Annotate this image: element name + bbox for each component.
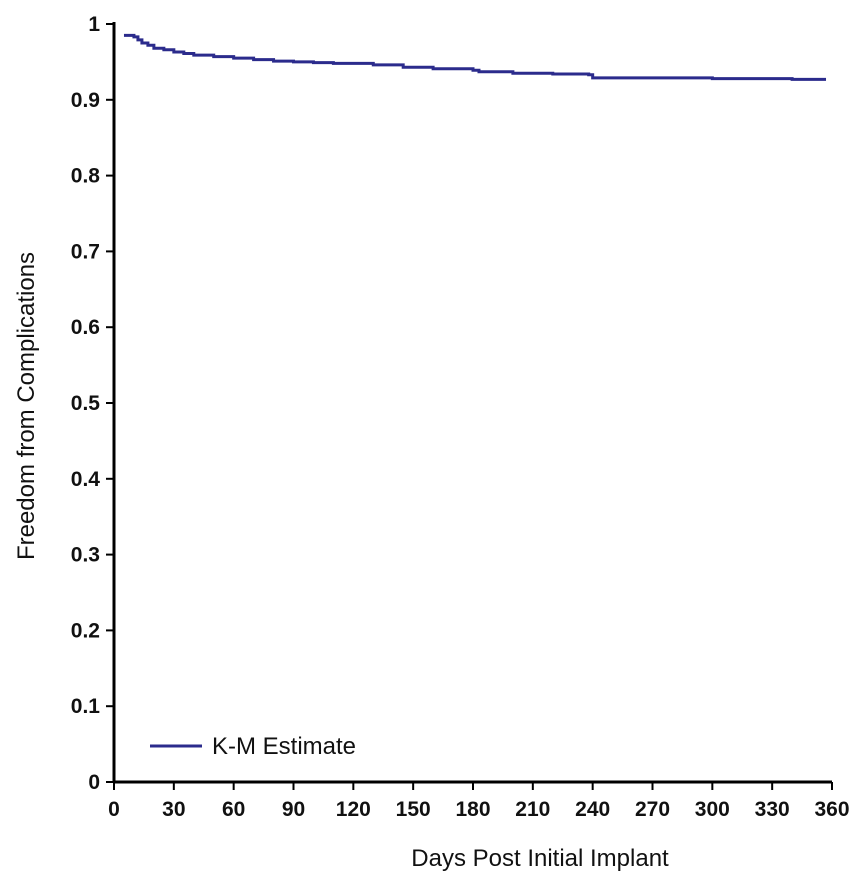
y-axis-ticks: 0 0.1 0.2 0.3 0.4 0.5 0.6 0.7 0.8 0.9 1 [71, 13, 114, 794]
series-line-km-estimate [123, 33, 827, 81]
x-axis-ticks: 0 30 60 90 120 150 180 210 240 270 300 330 360 [108, 782, 850, 821]
x-tick-label: 360 [814, 798, 849, 821]
y-tick-label: 1 [88, 13, 100, 36]
y-tick-label: 0.8 [71, 165, 101, 188]
y-tick-label: 0.1 [71, 695, 101, 718]
y-tick-label: 0.6 [71, 316, 100, 339]
x-axis-title: Days Post Initial Implant [411, 845, 669, 872]
x-tick-label: 210 [515, 798, 550, 821]
x-tick-label: 330 [755, 798, 790, 821]
y-tick-label: 0.7 [71, 240, 100, 263]
legend-label-km-estimate: K-M Estimate [212, 733, 356, 760]
y-tick-label: 0.4 [71, 468, 101, 491]
legend: K-M Estimate [150, 733, 356, 760]
x-tick-label: 0 [108, 798, 120, 821]
x-tick-label: 270 [635, 798, 670, 821]
x-tick-label: 120 [336, 798, 371, 821]
x-tick-label: 150 [396, 798, 431, 821]
series-layer [123, 33, 827, 81]
y-tick-label: 0.9 [71, 89, 100, 112]
y-tick-label: 0.5 [71, 392, 101, 415]
x-tick-label: 60 [222, 798, 245, 821]
x-tick-label: 30 [162, 798, 185, 821]
x-tick-label: 300 [695, 798, 730, 821]
x-tick-label: 240 [575, 798, 610, 821]
y-tick-label: 0.2 [71, 619, 100, 642]
x-tick-label: 180 [455, 798, 490, 821]
y-axis-title: Freedom from Complications [13, 252, 40, 560]
x-tick-label: 90 [282, 798, 305, 821]
y-tick-label: 0 [88, 771, 100, 794]
y-tick-label: 0.3 [71, 544, 100, 567]
